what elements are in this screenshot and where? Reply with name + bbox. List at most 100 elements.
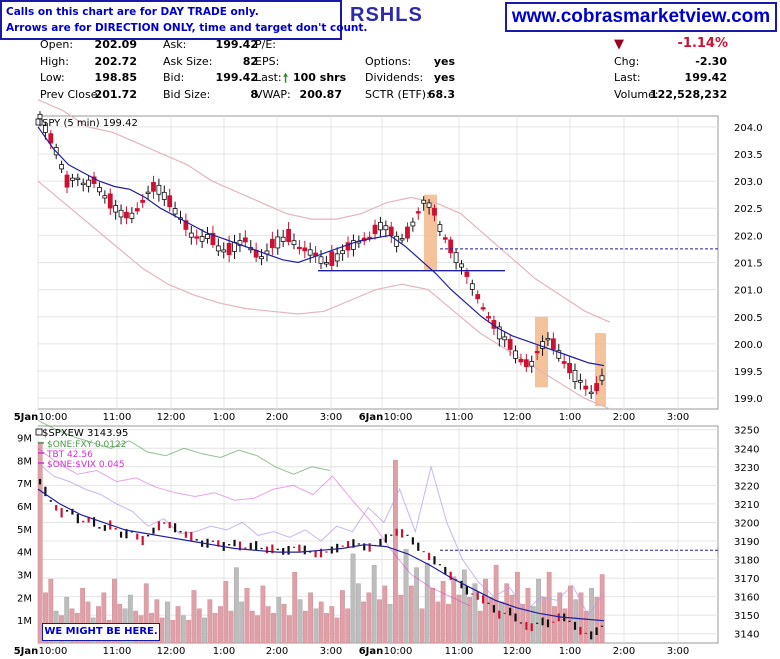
- high-value: 202.72: [94, 55, 137, 68]
- x-tick-label: 10:00: [39, 646, 68, 657]
- volume-bar: [387, 603, 393, 644]
- volume-bar: [525, 587, 531, 644]
- volume-bar: [355, 583, 361, 644]
- volume-tick: 2M: [17, 593, 32, 604]
- candle-body: [280, 236, 286, 242]
- options-label: Options:: [365, 55, 412, 68]
- volume-bar: [430, 587, 435, 644]
- candle-body: [188, 232, 194, 238]
- candle-body: [426, 202, 432, 208]
- panel-title-icon: [35, 118, 43, 126]
- volume-value: 122,528,232: [650, 88, 728, 101]
- volume-bar: [467, 597, 473, 644]
- breadth-y-tick: 3170: [734, 574, 759, 585]
- volume-bar: [202, 617, 207, 644]
- candle-body: [534, 351, 540, 354]
- x-tick-label: 12:00: [503, 646, 532, 657]
- volume-bar: [308, 592, 313, 644]
- volume-bar: [127, 594, 133, 644]
- volume-bar: [85, 601, 91, 644]
- dividends-label: Dividends:: [365, 71, 424, 84]
- volume-bar: [292, 571, 298, 644]
- price-y-tick: 199.5: [734, 367, 763, 378]
- upper-band-line: [37, 99, 611, 323]
- x-tick-label: 2:00: [266, 646, 288, 657]
- x-tick-label: 10:00: [384, 646, 413, 657]
- volume-bar: [255, 615, 260, 644]
- volume-bar: [435, 601, 441, 644]
- x-tick-label: 12:00: [503, 412, 532, 423]
- candle-body: [351, 240, 356, 250]
- volume-bar: [393, 460, 398, 644]
- volume-tick: 1M: [17, 616, 32, 627]
- candle-body: [567, 362, 572, 374]
- x-tick-label: 10:00: [39, 412, 68, 423]
- volume-tick: 5M: [17, 525, 32, 536]
- symbol-title: RSHLS: [350, 4, 423, 26]
- volume-tick: 4M: [17, 548, 32, 559]
- volume-bar: [509, 594, 515, 644]
- bid-label: Bid:: [163, 71, 185, 84]
- ask-size-value: 82: [242, 55, 258, 68]
- price-y-tick: 201.0: [734, 286, 763, 297]
- volume-bar: [244, 587, 250, 644]
- x-tick-label: 2:00: [613, 646, 635, 657]
- chg-label: Chg:: [614, 55, 640, 68]
- high-label: High:: [40, 55, 69, 68]
- tbt-line: [37, 447, 471, 607]
- volume-bar: [37, 441, 43, 644]
- candle-body: [161, 191, 167, 200]
- candle-body: [550, 338, 556, 350]
- candle-body: [140, 199, 146, 203]
- candle-body: [302, 247, 308, 252]
- legend-entry: $ONE:$VIX 0.045: [47, 460, 125, 470]
- breadth-y-tick: 3200: [734, 518, 759, 529]
- volume-bar: [207, 599, 213, 644]
- sctr-label: SCTR (ETF):: [365, 88, 430, 101]
- volume-bar: [371, 565, 377, 644]
- volume-tick: 8M: [17, 456, 32, 467]
- candle-body: [577, 380, 583, 383]
- volume-bar: [488, 597, 494, 644]
- prev-close-value: 201.72: [94, 88, 137, 101]
- vix-line: [37, 462, 605, 617]
- candle-body: [205, 234, 210, 239]
- volume-bar: [212, 613, 218, 644]
- candle-body: [405, 226, 410, 239]
- volume-tick: 6M: [17, 502, 32, 513]
- volume-bar: [329, 606, 335, 644]
- candle-body: [372, 224, 378, 235]
- volume-bar: [456, 594, 462, 644]
- candle-body: [134, 208, 140, 212]
- volume-tick: 7M: [17, 479, 32, 490]
- moving-average-line: [37, 126, 605, 367]
- legend-entry: $ONE:FXY 0.0122: [47, 440, 126, 450]
- candle-body: [432, 207, 437, 216]
- volume-bar: [366, 592, 372, 644]
- x-tick-label: 5Jan: [14, 412, 39, 423]
- x-tick-label: 1:00: [213, 646, 235, 657]
- volume-bar: [567, 585, 573, 644]
- eps-label: EPS:: [255, 55, 280, 68]
- last-shares-value: 100 shrs: [293, 71, 347, 84]
- up-arrow-icon: 🠕: [283, 71, 289, 85]
- price-y-tick: 200.5: [734, 313, 763, 324]
- volume-bar: [175, 606, 181, 644]
- volume-bar: [424, 562, 430, 644]
- candle-body: [286, 228, 291, 242]
- volume-bar: [297, 599, 303, 644]
- breadth-y-tick: 3150: [734, 611, 759, 622]
- volume-bar: [398, 594, 404, 644]
- x-tick-label: 11:00: [103, 412, 132, 423]
- candle-body: [324, 262, 329, 265]
- breadth-y-tick: 3230: [734, 463, 759, 474]
- volume-bar: [276, 597, 282, 644]
- volume-bar: [281, 603, 287, 644]
- bid-value: 199.42: [215, 71, 258, 84]
- volume-bar: [334, 617, 340, 644]
- candle-body: [502, 336, 508, 341]
- breadth-y-tick: 3250: [734, 426, 759, 437]
- candle-body: [545, 337, 551, 341]
- website-banner[interactable]: www.cobrasmarketview.com: [505, 2, 777, 32]
- x-tick-label: 11:00: [103, 646, 132, 657]
